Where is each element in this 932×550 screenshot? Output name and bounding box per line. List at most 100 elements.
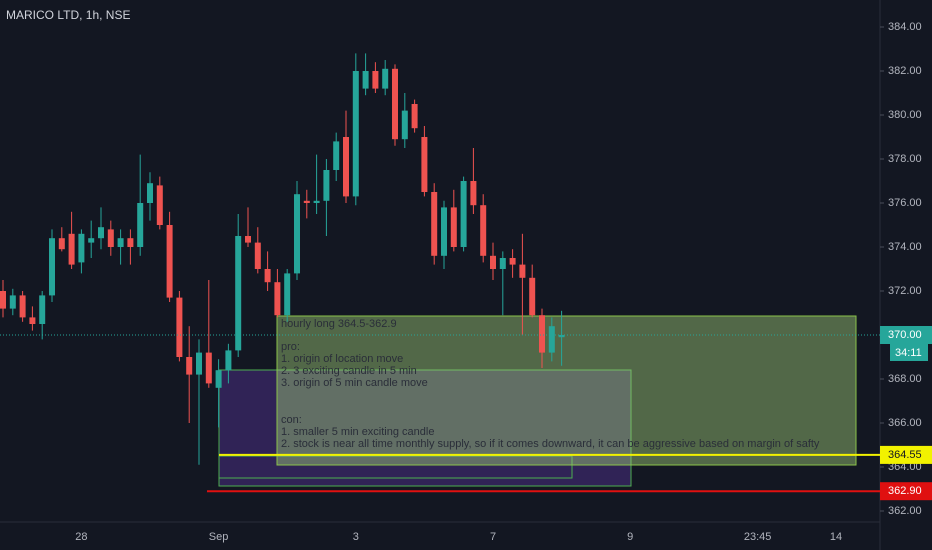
candle-body: [107, 229, 114, 247]
countdown-label: 34:11: [895, 347, 922, 359]
candle-body: [372, 71, 379, 89]
candle-body: [68, 233, 75, 265]
x-tick-label: Sep: [209, 531, 229, 543]
candle-body: [431, 192, 438, 256]
y-tick-label: 368.00: [888, 373, 922, 385]
candle-body: [362, 71, 369, 89]
candle-body: [274, 282, 281, 316]
price-badge: [880, 482, 932, 501]
candle-body: [421, 137, 428, 192]
candle-body: [215, 370, 222, 388]
candle-body: [382, 68, 389, 89]
candle-body: [333, 141, 340, 170]
candle-body: [313, 200, 320, 203]
y-tick-label: 372.00: [888, 285, 922, 297]
y-tick-label: 364.00: [888, 461, 922, 473]
candle-body: [509, 258, 516, 265]
y-tick-label: 380.00: [888, 109, 922, 121]
candle-body: [254, 242, 261, 269]
candle-body: [137, 203, 144, 247]
candle-body: [460, 181, 467, 247]
chart-title: MARICO LTD, 1h, NSE: [6, 8, 130, 22]
zone-box: [218, 369, 632, 487]
x-tick-label: 23:45: [744, 531, 772, 543]
candle-body: [245, 236, 251, 243]
price-badge: [880, 445, 932, 464]
note-line: 1. smaller 5 min exciting candle: [281, 426, 434, 438]
last-price-label: 370.00: [888, 329, 922, 341]
price-badge-label: 364.55: [888, 449, 922, 461]
candle-body: [450, 207, 457, 247]
candle-body: [186, 357, 193, 375]
candle-body: [529, 277, 536, 316]
candle-body: [264, 269, 271, 283]
x-tick-label: 3: [353, 531, 359, 543]
candle-body: [401, 110, 408, 140]
candle-body: [156, 185, 163, 225]
candle-body: [499, 258, 506, 269]
candle-body: [303, 200, 310, 203]
candle-body: [78, 233, 85, 263]
candle-body: [343, 137, 349, 197]
price-badge-label: 362.90: [888, 485, 922, 497]
candle-body: [519, 264, 526, 278]
countdown-badge: [890, 344, 928, 361]
x-tick-label: 14: [830, 531, 842, 543]
candle-body: [235, 236, 242, 351]
y-tick-label: 366.00: [888, 417, 922, 429]
candle-body: [441, 207, 447, 256]
x-tick-label: 9: [627, 531, 633, 543]
y-tick-label: 384.00: [888, 21, 922, 33]
candle-body: [49, 238, 55, 296]
y-tick-label: 382.00: [888, 65, 922, 77]
candle-body: [323, 170, 330, 201]
candle-body: [352, 71, 359, 197]
y-tick-label: 374.00: [888, 241, 922, 253]
candle-body: [117, 238, 124, 247]
candle-body: [88, 238, 95, 243]
last-price-badge: [880, 326, 932, 344]
note-line: 2. stock is near all time monthly supply…: [281, 438, 820, 450]
candle-body: [29, 317, 36, 324]
candle-body: [166, 225, 173, 298]
candle-body: [470, 181, 477, 206]
candle-body: [548, 326, 555, 353]
candle-body: [147, 183, 153, 203]
note-line: 3. origin of 5 min candle move: [281, 377, 428, 389]
candles: [0, 53, 565, 465]
candle-body: [284, 273, 291, 316]
y-tick-label: 362.00: [888, 505, 922, 517]
x-tick-label: 28: [75, 531, 87, 543]
candle-body: [98, 227, 104, 239]
note-box: [276, 315, 857, 466]
candle-body: [480, 205, 487, 256]
note-line: 2. 3 exciting candle in 5 min: [281, 365, 417, 377]
candle-body: [176, 297, 183, 357]
candle-body: [392, 68, 398, 140]
note-line: pro:: [281, 341, 300, 353]
candle-body: [9, 295, 16, 309]
zone-box-small: [218, 455, 573, 479]
candle-body: [225, 350, 232, 371]
y-tick-label: 378.00: [888, 153, 922, 165]
x-tick-label: 7: [490, 531, 496, 543]
candle-body: [490, 255, 496, 269]
drawings: [218, 315, 857, 487]
candle-body: [196, 352, 202, 375]
note-line: hourly long 364.5-362.9: [281, 318, 397, 330]
note-line: 1. origin of location move: [281, 353, 403, 365]
candle-body: [58, 238, 65, 250]
candle-body: [39, 295, 46, 324]
candle-body: [19, 295, 26, 318]
candle-body: [558, 335, 565, 338]
candle-body: [127, 238, 134, 247]
candle-body: [205, 352, 212, 384]
y-tick-label: 376.00: [888, 197, 922, 209]
candle-body: [0, 291, 6, 309]
candle-body: [294, 194, 300, 274]
note-line: con:: [281, 414, 302, 426]
candle-body: [411, 104, 418, 129]
candle-body: [539, 315, 545, 353]
